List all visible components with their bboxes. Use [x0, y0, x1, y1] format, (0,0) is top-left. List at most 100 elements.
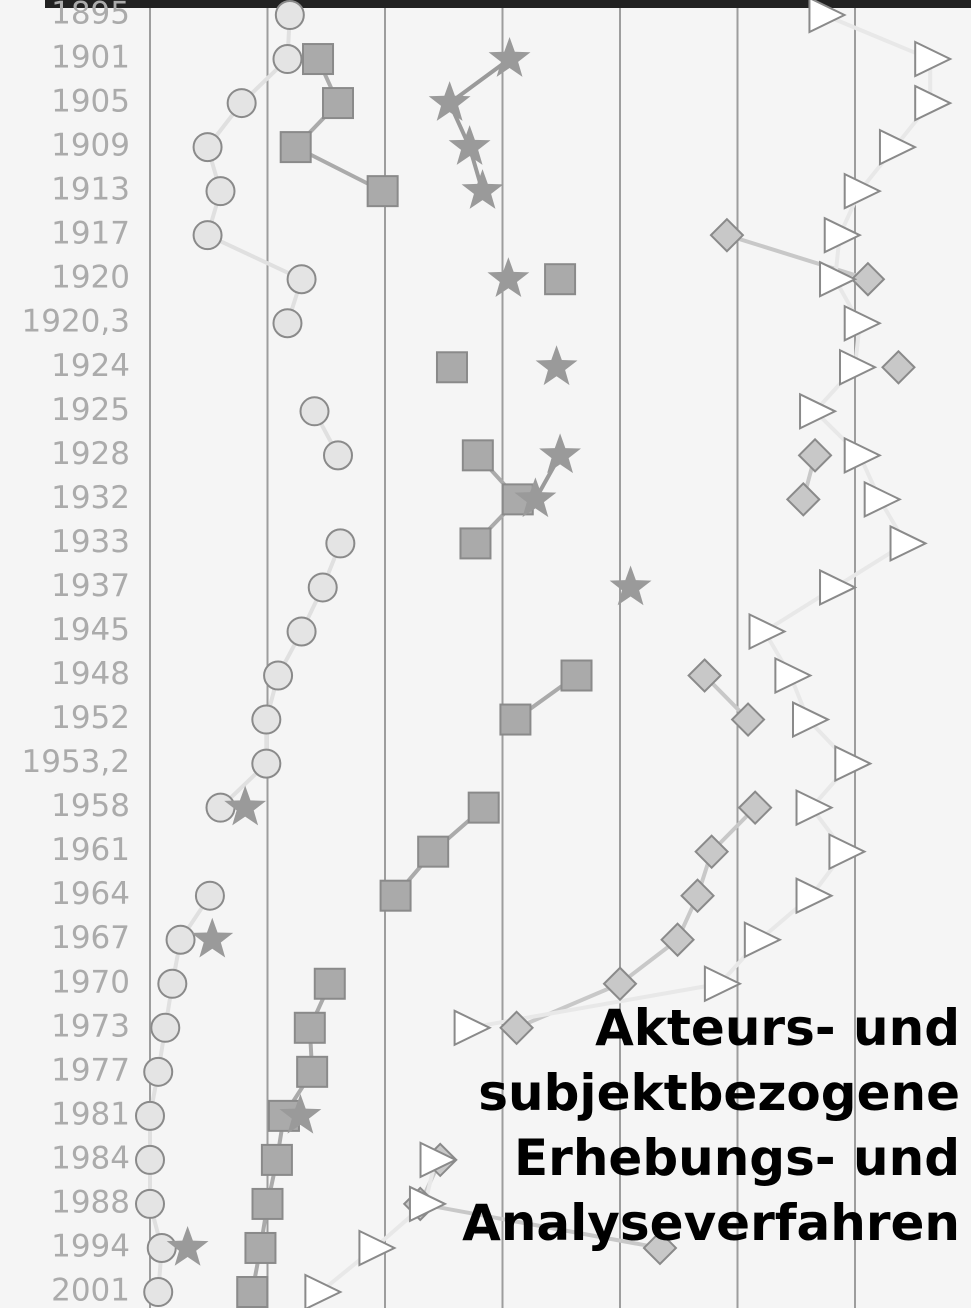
y-tick-label: 1981 — [51, 1096, 130, 1132]
series-line — [726, 233, 869, 282]
marker — [205, 176, 236, 207]
marker — [143, 1277, 174, 1307]
marker — [878, 128, 918, 166]
marker — [304, 1273, 343, 1308]
marker — [828, 833, 867, 871]
marker — [358, 1229, 397, 1267]
marker — [143, 1056, 174, 1087]
marker — [325, 528, 356, 559]
y-tick-label: 1952 — [51, 700, 130, 736]
y-tick-label: 1905 — [51, 84, 130, 120]
y-tick-label: 1924 — [51, 348, 130, 384]
marker — [499, 703, 532, 736]
y-tick-label: 1925 — [51, 392, 130, 428]
y-tick-label: 1970 — [51, 964, 130, 1000]
marker — [560, 659, 593, 692]
marker — [166, 1225, 209, 1266]
marker — [408, 1185, 448, 1223]
marker — [244, 1231, 277, 1264]
marker — [224, 785, 267, 826]
y-tick-label: 1964 — [51, 876, 130, 912]
marker — [839, 348, 878, 386]
marker — [850, 261, 886, 297]
marker — [823, 216, 863, 254]
marker — [881, 349, 916, 385]
y-tick-label: 1988 — [51, 1184, 130, 1220]
y-tick-label: 1933 — [51, 524, 130, 560]
marker — [709, 217, 745, 253]
marker — [660, 922, 695, 958]
marker — [323, 440, 353, 471]
marker — [843, 304, 882, 342]
y-tick-label: 1967 — [51, 920, 130, 956]
marker — [694, 834, 730, 870]
title-line: subjektbezogene — [478, 1064, 960, 1122]
y-tick-label: 1909 — [51, 128, 130, 164]
marker — [914, 84, 953, 122]
marker — [863, 480, 902, 518]
series-line — [148, 894, 212, 1293]
y-tick-label: 1937 — [51, 568, 130, 604]
marker — [191, 917, 234, 958]
marker — [544, 263, 577, 296]
marker — [272, 308, 303, 339]
marker — [165, 924, 196, 955]
marker — [157, 968, 188, 999]
marker — [792, 700, 831, 739]
marker — [461, 439, 494, 472]
marker — [302, 43, 335, 76]
marker — [514, 477, 557, 518]
marker — [459, 527, 492, 560]
marker — [428, 81, 471, 121]
y-tick-label: 1953,2 — [22, 744, 130, 780]
marker — [307, 572, 338, 603]
marker — [467, 791, 500, 824]
marker — [774, 656, 813, 695]
marker — [274, 0, 305, 30]
marker — [251, 704, 282, 735]
marker — [146, 1232, 177, 1263]
marker — [785, 481, 821, 517]
marker — [419, 1141, 458, 1179]
marker — [435, 351, 468, 384]
y-tick-label: 1920,3 — [22, 304, 130, 340]
marker — [279, 1093, 322, 1134]
y-tick-label: 1901 — [51, 40, 130, 76]
marker — [366, 175, 399, 208]
marker — [448, 125, 491, 165]
marker — [226, 88, 257, 119]
marker — [379, 879, 412, 912]
marker — [819, 260, 858, 298]
marker — [539, 433, 581, 474]
series-line — [447, 57, 511, 192]
title-line: Erhebungs- und — [514, 1129, 960, 1187]
marker — [251, 1187, 284, 1220]
marker — [889, 524, 928, 563]
series-line — [319, 1159, 438, 1294]
marker — [799, 392, 838, 430]
marker — [135, 1188, 165, 1219]
marker — [642, 1230, 678, 1266]
marker — [417, 835, 450, 868]
marker — [914, 40, 953, 78]
marker — [819, 568, 858, 607]
marker — [461, 169, 504, 209]
marker — [499, 1010, 535, 1046]
marker — [535, 345, 578, 386]
marker — [313, 967, 346, 1000]
y-tick-label: 1945 — [51, 612, 130, 648]
marker — [192, 220, 223, 251]
y-tick-label: 1920 — [51, 260, 130, 296]
marker — [272, 44, 303, 75]
marker — [680, 878, 715, 914]
marker — [286, 264, 317, 295]
marker — [602, 966, 638, 1002]
y-tick-label: 1958 — [51, 788, 130, 824]
y-tick-label: 2001 — [51, 1273, 130, 1308]
marker — [135, 1100, 165, 1131]
y-tick-label: 1961 — [51, 832, 130, 868]
marker — [322, 87, 354, 120]
marker — [843, 172, 882, 210]
y-tick-label: 1973 — [51, 1008, 130, 1044]
